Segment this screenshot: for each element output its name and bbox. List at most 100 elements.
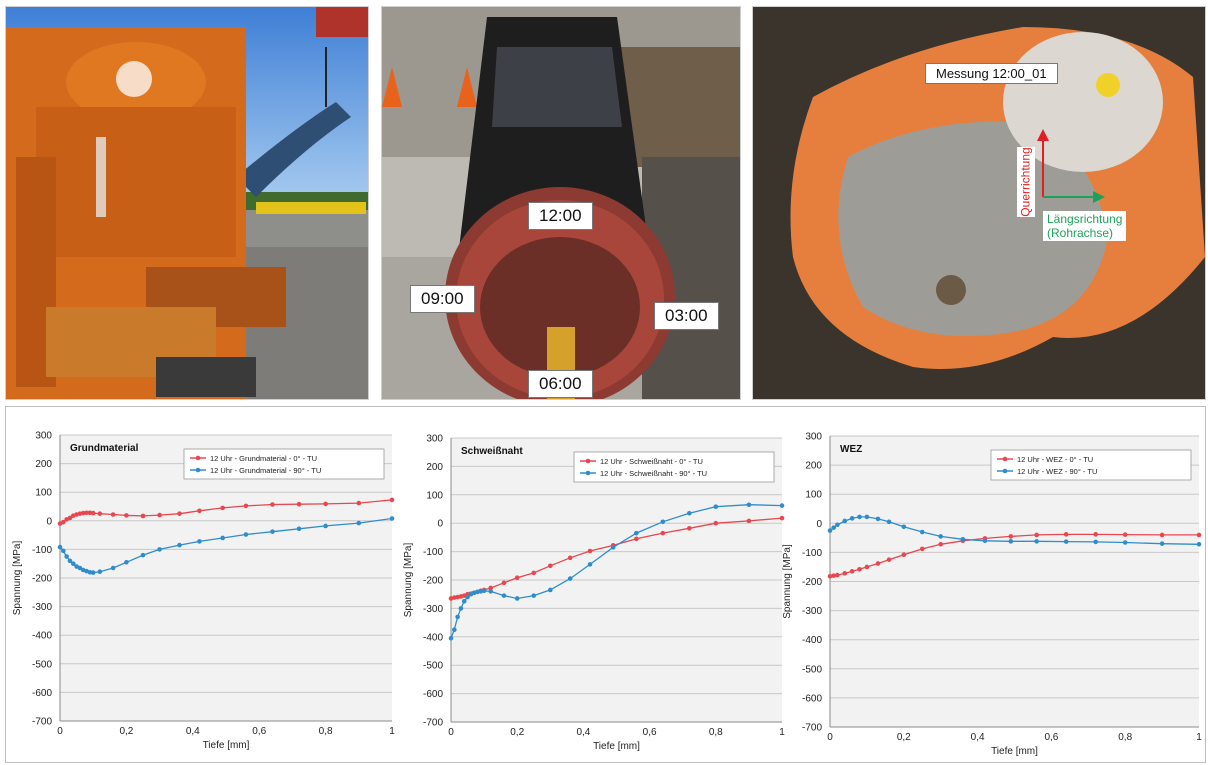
data-point xyxy=(70,561,76,566)
clock-label-03: 03:00 xyxy=(654,302,719,330)
y-tick-label: 200 xyxy=(35,459,52,470)
data-point xyxy=(270,529,275,534)
data-point xyxy=(567,555,573,561)
longitudinal-direction-label: Längsrichtung (Rohrachse) xyxy=(1043,211,1127,241)
data-point xyxy=(827,528,833,533)
data-point xyxy=(587,548,593,554)
data-point xyxy=(746,518,752,524)
data-point xyxy=(270,502,275,507)
clock-label-12: 12:00 xyxy=(528,202,593,230)
y-tick-label: -600 xyxy=(423,689,443,700)
data-point xyxy=(323,501,328,507)
legend-box xyxy=(990,449,1192,481)
data-point xyxy=(875,561,881,566)
data-point xyxy=(1008,534,1014,539)
data-point xyxy=(67,515,73,521)
chart-title: Schweißnaht xyxy=(461,446,523,457)
legend-swatch-marker xyxy=(195,455,201,461)
y-tick-label: -600 xyxy=(802,693,822,704)
data-point xyxy=(849,516,855,521)
data-point xyxy=(110,565,116,571)
data-point xyxy=(87,510,93,516)
data-point xyxy=(746,502,752,508)
y-tick-label: -300 xyxy=(802,606,822,617)
measurement-label: Messung 12:00_01 xyxy=(925,63,1058,84)
x-tick-label: 0,2 xyxy=(510,727,524,738)
data-point xyxy=(110,512,116,517)
y-tick-label: 0 xyxy=(46,516,52,527)
x-tick-label: 0 xyxy=(57,726,63,737)
y-axis-title: Spannung [MPa] xyxy=(403,543,414,618)
data-point xyxy=(243,532,249,537)
data-point xyxy=(548,587,553,593)
clock-label-09: 09:00 xyxy=(410,285,475,313)
data-point xyxy=(842,571,848,576)
data-point xyxy=(857,566,862,572)
x-tick-label: 1 xyxy=(389,726,395,737)
data-point xyxy=(514,596,520,601)
data-point xyxy=(827,573,833,579)
data-point xyxy=(1034,539,1039,544)
data-point xyxy=(634,536,639,542)
data-point xyxy=(835,522,840,528)
data-point xyxy=(177,511,182,516)
y-tick-label: 300 xyxy=(426,434,443,445)
data-point xyxy=(458,606,464,611)
chart-title: Grundmaterial xyxy=(70,443,139,454)
x-tick-label: 0,6 xyxy=(643,727,657,738)
data-point xyxy=(857,514,862,520)
photo-site-excavator xyxy=(5,6,369,400)
data-point xyxy=(356,520,362,526)
data-point xyxy=(177,542,182,548)
data-point xyxy=(501,593,507,598)
data-point xyxy=(452,627,457,632)
y-tick-label: 100 xyxy=(805,490,822,501)
y-tick-label: 100 xyxy=(426,490,443,501)
y-axis-title: Spannung [MPa] xyxy=(782,544,793,619)
data-point xyxy=(1159,541,1165,546)
data-point xyxy=(124,559,129,565)
data-point xyxy=(779,515,785,521)
y-tick-label: -700 xyxy=(32,717,52,728)
data-point xyxy=(567,576,573,581)
data-point xyxy=(919,546,925,552)
data-point xyxy=(1063,532,1069,537)
transverse-direction-label: Querrichtung xyxy=(1017,147,1035,217)
data-point xyxy=(501,580,507,586)
photo-measurement-spot: Messung 12:00_01 Querrichtung Längsricht… xyxy=(752,6,1206,400)
x-tick-label: 0,4 xyxy=(576,727,590,738)
x-tick-label: 1 xyxy=(1196,732,1202,743)
y-tick-label: -500 xyxy=(32,659,52,670)
y-tick-label: 0 xyxy=(437,519,443,530)
data-point xyxy=(1122,540,1128,545)
data-point xyxy=(587,562,593,567)
data-point xyxy=(389,516,395,521)
data-point xyxy=(713,520,719,526)
data-point xyxy=(197,508,202,514)
data-point xyxy=(687,526,692,531)
data-point xyxy=(57,544,63,550)
data-point xyxy=(157,547,162,552)
data-point xyxy=(713,504,719,510)
legend-swatch-marker xyxy=(585,470,591,476)
data-point xyxy=(140,552,146,558)
data-point xyxy=(481,588,487,594)
x-tick-label: 0,4 xyxy=(971,732,985,743)
data-point xyxy=(864,564,870,570)
legend-swatch-marker xyxy=(1002,468,1008,474)
data-point xyxy=(938,541,943,547)
data-point xyxy=(835,572,840,578)
data-point xyxy=(831,525,836,530)
y-tick-label: -200 xyxy=(423,576,443,587)
y-tick-label: -400 xyxy=(32,631,52,642)
x-tick-label: 0,6 xyxy=(252,726,266,737)
data-point xyxy=(514,575,520,581)
y-tick-label: 300 xyxy=(805,432,822,443)
y-tick-label: -100 xyxy=(802,548,822,559)
data-point xyxy=(919,529,925,535)
charts-svg: 300 200 100 0 -100 -200 -300 -400 -500 -600 -700 0 0… xyxy=(12,431,1202,758)
data-point xyxy=(220,535,225,541)
data-point xyxy=(1196,541,1202,547)
data-point xyxy=(687,510,692,516)
data-point xyxy=(1122,532,1128,537)
